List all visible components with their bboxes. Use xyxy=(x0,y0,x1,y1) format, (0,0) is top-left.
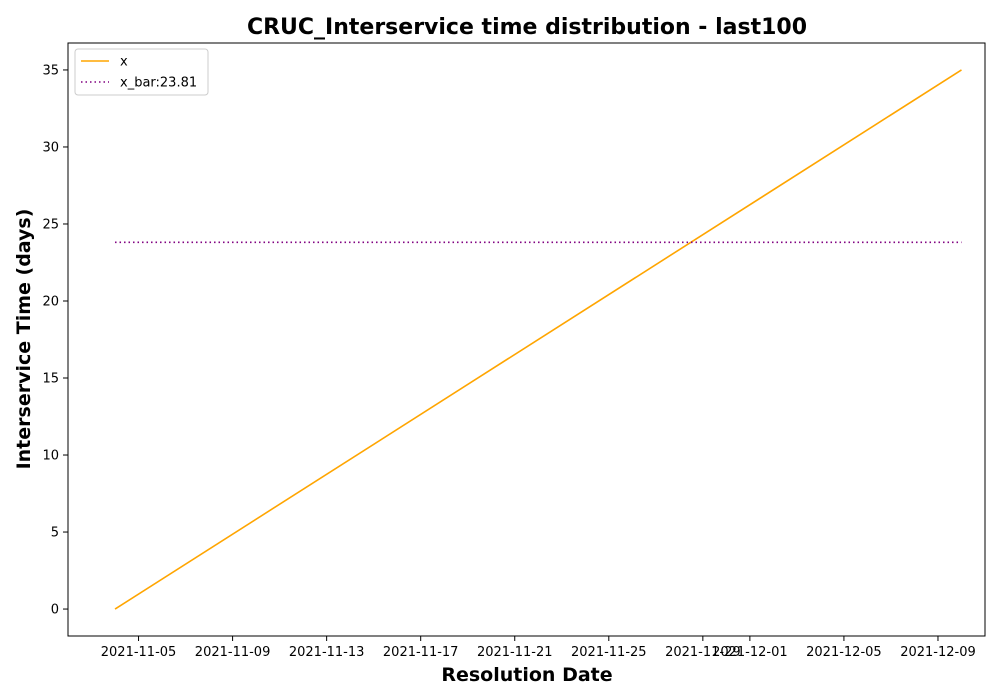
y-tick-label: 0 xyxy=(51,603,59,618)
chart-title: CRUC_Interservice time distribution - la… xyxy=(247,15,807,40)
y-tick-label: 5 xyxy=(51,526,59,541)
y-tick-label: 15 xyxy=(42,372,59,387)
y-tick-label: 25 xyxy=(42,217,59,232)
legend: x x_bar:23.81 xyxy=(74,48,209,96)
x-tick-label: 2021-11-05 xyxy=(101,645,177,660)
y-tick-label: 20 xyxy=(42,294,59,309)
x-axis-label: Resolution Date xyxy=(441,664,612,686)
y-tick-label: 35 xyxy=(42,63,59,78)
x-tick-label: 2021-11-29 xyxy=(665,645,741,660)
series-layer xyxy=(114,69,962,610)
y-tick-label: 30 xyxy=(42,140,59,155)
y-axis-label: Interservice Time (days) xyxy=(13,209,35,470)
y-tick-label: 10 xyxy=(42,449,59,464)
legend-label: x xyxy=(120,55,128,70)
x-tick-label: 2021-11-13 xyxy=(289,645,365,660)
x-tick-label: 2021-11-17 xyxy=(383,645,459,660)
series-line-x xyxy=(114,69,962,610)
y-axis: 0 5 10 15 20 25 30 35 xyxy=(42,63,68,618)
x-tick-label: 2021-12-09 xyxy=(900,645,976,660)
x-tick-label: 2021-11-21 xyxy=(477,645,553,660)
x-tick-label: 2021-12-05 xyxy=(806,645,882,660)
plot-area xyxy=(67,42,986,637)
x-tick-label: 2021-11-09 xyxy=(195,645,271,660)
x-axis: 2021-11-05 2021-11-09 2021-11-13 2021-11-17… xyxy=(101,636,976,660)
x-tick-label: 2021-11-25 xyxy=(571,645,647,660)
x-tick-label: 2021-12-01 xyxy=(712,645,788,660)
legend-label: x_bar:23.81 xyxy=(120,76,197,91)
